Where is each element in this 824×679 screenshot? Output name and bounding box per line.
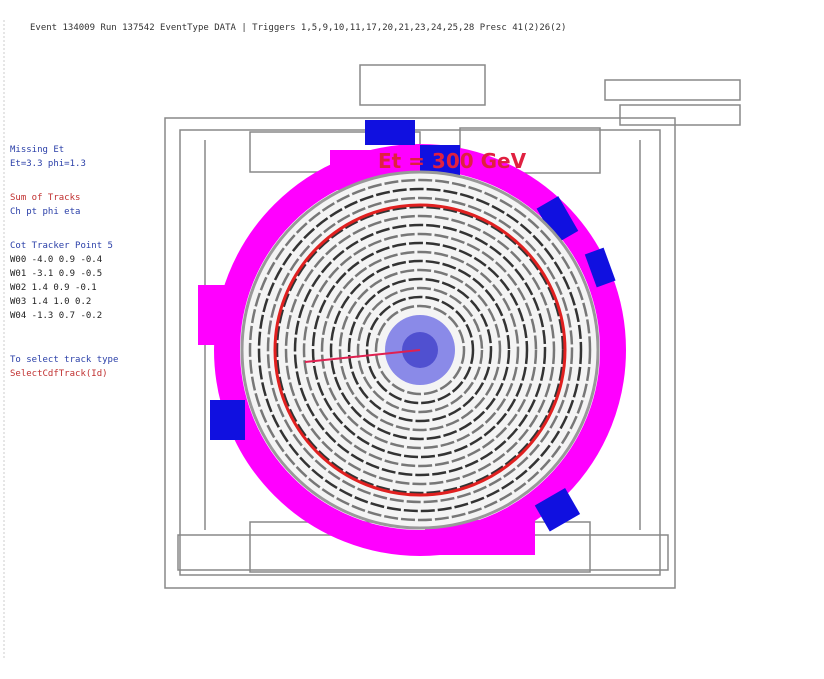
cot-row: W02 1.4 0.9 -0.1 (10, 283, 97, 293)
had-tower (534, 488, 581, 532)
cot-row: W03 1.4 1.0 0.2 (10, 297, 91, 307)
cot-row: W04 -1.3 0.7 -0.2 (10, 311, 102, 321)
red-track (273, 203, 567, 497)
met-arrow (304, 349, 421, 363)
tracker-layer (347, 277, 493, 423)
tracker-layer (293, 223, 547, 477)
tracker-layer (338, 268, 502, 432)
tracker-layer (257, 187, 583, 513)
inner-frame (179, 129, 661, 576)
top-right-box2 (619, 104, 741, 126)
tracker-layer (329, 259, 511, 441)
tracker-layer (311, 241, 529, 459)
outer-frame (164, 117, 676, 589)
energy-label: Et = 300 GeV (378, 149, 527, 173)
info-panel: Missing Et Et=3.3 phi=1.3 Sum of Tracks … (10, 145, 118, 379)
had-tower (536, 196, 579, 244)
cot-row: W00 -4.0 0.9 -0.4 (10, 255, 102, 265)
had-tower (210, 400, 245, 440)
tracker-layer (374, 304, 466, 396)
cot-title: Cot Tracker Point 5 (10, 241, 113, 251)
cot-row: W01 -3.1 0.9 -0.5 (10, 269, 102, 279)
top-right-box (604, 79, 741, 101)
had-tower (365, 120, 415, 145)
tracker-layer (320, 250, 520, 450)
tracker-layer (266, 196, 574, 504)
missing-title: Missing Et (10, 145, 64, 155)
had-tower (584, 247, 616, 288)
sum-header: Ch pt phi eta (10, 207, 80, 217)
missing-value: Et=3.3 phi=1.3 (10, 159, 86, 169)
select-hint: To select track type (10, 355, 118, 365)
had-tower (420, 145, 460, 175)
tracker-layer (356, 286, 484, 414)
header-info: Event 134009 Run 137542 EventType DATA |… (30, 23, 566, 33)
tracker-layer (248, 178, 592, 522)
select-cmd: SelectCdfTrack(Id) (10, 369, 108, 379)
tracker-layer (365, 295, 475, 405)
top-box (359, 64, 486, 106)
sum-title: Sum of Tracks (10, 193, 80, 203)
tracker-layer (302, 232, 538, 468)
tracker-layer (275, 205, 565, 495)
em-tower (198, 285, 238, 345)
tracker-layer (284, 214, 556, 486)
cot-rows: W00 -4.0 0.9 -0.4 W01 -3.1 0.9 -0.5 W02 1.… (10, 255, 102, 321)
